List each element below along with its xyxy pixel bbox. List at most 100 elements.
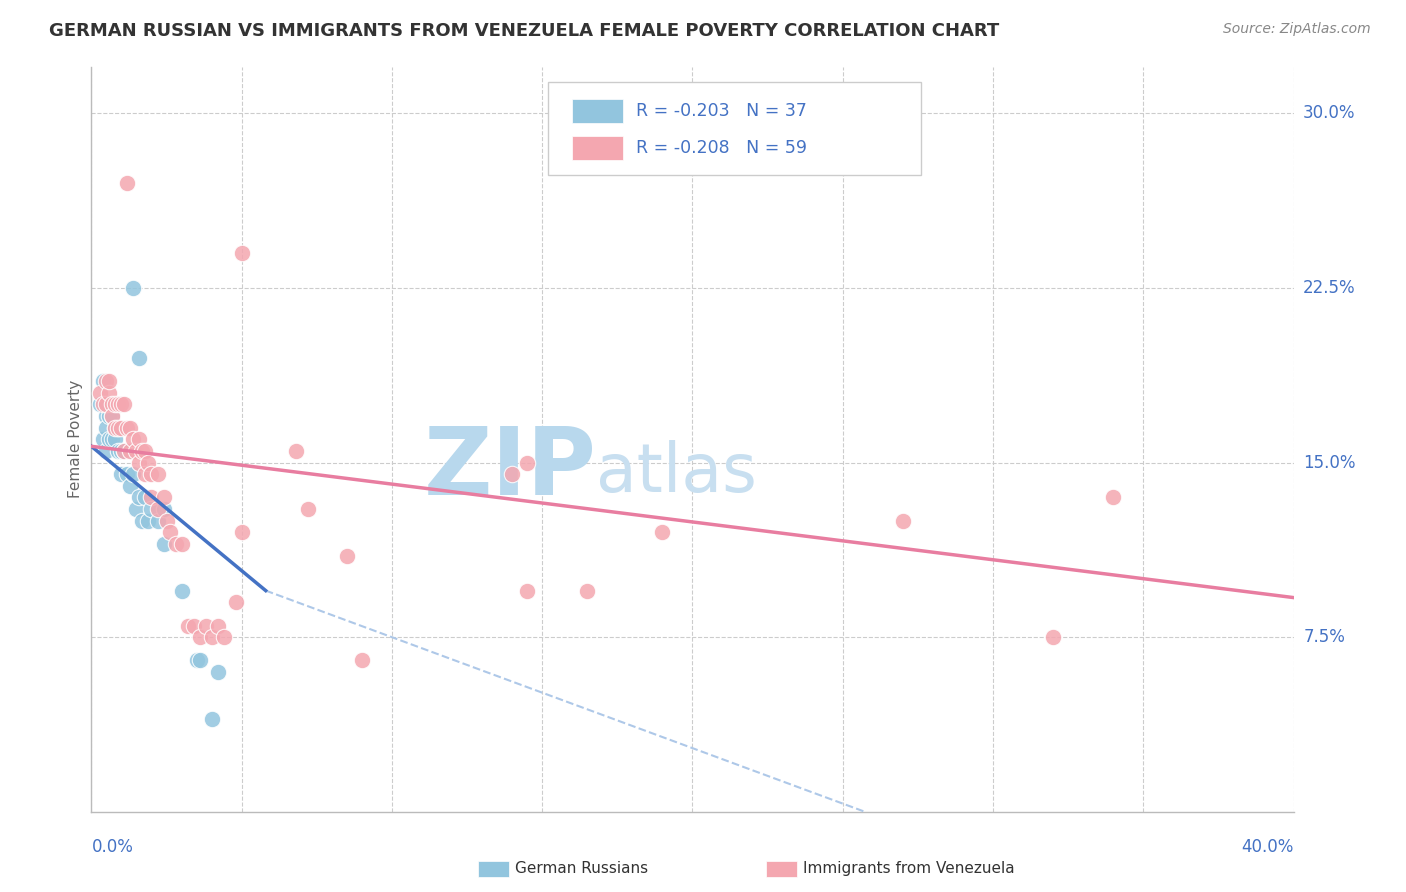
Point xyxy=(194,618,217,632)
Y-axis label: Female Poverty: Female Poverty xyxy=(67,380,83,499)
Point xyxy=(201,712,224,726)
Point xyxy=(146,502,169,516)
Point xyxy=(98,385,121,400)
Point xyxy=(1042,630,1064,644)
Bar xyxy=(572,136,623,160)
Point xyxy=(128,491,150,505)
Point xyxy=(297,502,319,516)
Point xyxy=(107,420,129,434)
Point xyxy=(114,397,136,411)
Point xyxy=(117,176,139,190)
Point xyxy=(101,409,124,423)
Point xyxy=(284,444,307,458)
Point xyxy=(110,397,132,411)
Text: 22.5%: 22.5% xyxy=(1303,279,1355,297)
Point xyxy=(101,409,124,423)
Point xyxy=(93,397,115,411)
Point xyxy=(176,618,198,632)
Point xyxy=(212,630,235,644)
Point xyxy=(128,432,150,446)
Point xyxy=(131,514,153,528)
Bar xyxy=(572,99,623,123)
Point xyxy=(165,537,187,551)
Point xyxy=(98,432,121,446)
Point xyxy=(134,444,156,458)
Point xyxy=(122,281,145,295)
Point xyxy=(120,444,142,458)
Point xyxy=(146,514,169,528)
Point xyxy=(138,514,160,528)
Point xyxy=(576,583,599,598)
Point xyxy=(104,397,127,411)
Point xyxy=(122,467,145,482)
Point xyxy=(350,653,373,667)
Point xyxy=(501,467,523,482)
Point xyxy=(128,351,150,365)
Point xyxy=(201,630,224,644)
Point xyxy=(96,397,118,411)
Point xyxy=(93,374,115,388)
Text: 30.0%: 30.0% xyxy=(1303,104,1355,122)
Text: Immigrants from Venezuela: Immigrants from Venezuela xyxy=(803,862,1015,876)
Point xyxy=(101,397,124,411)
Text: GERMAN RUSSIAN VS IMMIGRANTS FROM VENEZUELA FEMALE POVERTY CORRELATION CHART: GERMAN RUSSIAN VS IMMIGRANTS FROM VENEZU… xyxy=(49,22,1000,40)
Point xyxy=(207,618,229,632)
Point xyxy=(188,653,211,667)
FancyBboxPatch shape xyxy=(548,82,921,175)
Point xyxy=(1102,491,1125,505)
Point xyxy=(101,432,124,446)
Point xyxy=(117,467,139,482)
Text: 0.0%: 0.0% xyxy=(91,838,134,855)
Point xyxy=(891,514,914,528)
Point xyxy=(152,502,174,516)
Text: Source: ZipAtlas.com: Source: ZipAtlas.com xyxy=(1223,22,1371,37)
Point xyxy=(186,653,208,667)
Point xyxy=(336,549,359,563)
Point xyxy=(651,525,673,540)
Text: ZIP: ZIP xyxy=(423,423,596,515)
Point xyxy=(170,537,193,551)
Point xyxy=(110,467,132,482)
Point xyxy=(131,444,153,458)
Point xyxy=(104,432,127,446)
Point xyxy=(89,385,111,400)
Point xyxy=(141,502,163,516)
Point xyxy=(516,583,538,598)
Point xyxy=(128,456,150,470)
Point xyxy=(107,420,129,434)
Point xyxy=(188,630,211,644)
Point xyxy=(231,246,253,260)
Point xyxy=(155,514,177,528)
Text: R = -0.203   N = 37: R = -0.203 N = 37 xyxy=(636,102,807,120)
Point xyxy=(152,491,174,505)
Point xyxy=(93,432,115,446)
Point xyxy=(110,420,132,434)
Point xyxy=(122,432,145,446)
Point xyxy=(114,444,136,458)
Point xyxy=(231,525,253,540)
Point xyxy=(114,444,136,458)
Point xyxy=(170,583,193,598)
Point xyxy=(107,397,129,411)
Point xyxy=(89,397,111,411)
Point xyxy=(107,444,129,458)
Point xyxy=(125,502,148,516)
Text: 15.0%: 15.0% xyxy=(1303,454,1355,472)
Point xyxy=(138,456,160,470)
Point xyxy=(159,525,181,540)
Text: German Russians: German Russians xyxy=(515,862,648,876)
Point xyxy=(117,420,139,434)
Point xyxy=(96,444,118,458)
Point xyxy=(110,444,132,458)
Point xyxy=(98,374,121,388)
Point xyxy=(146,467,169,482)
Point xyxy=(98,409,121,423)
Point xyxy=(225,595,247,609)
Point xyxy=(120,420,142,434)
Point xyxy=(120,444,142,458)
Point xyxy=(516,456,538,470)
Text: 40.0%: 40.0% xyxy=(1241,838,1294,855)
Point xyxy=(207,665,229,679)
Text: atlas: atlas xyxy=(596,440,758,506)
Text: R = -0.208   N = 59: R = -0.208 N = 59 xyxy=(636,139,807,157)
